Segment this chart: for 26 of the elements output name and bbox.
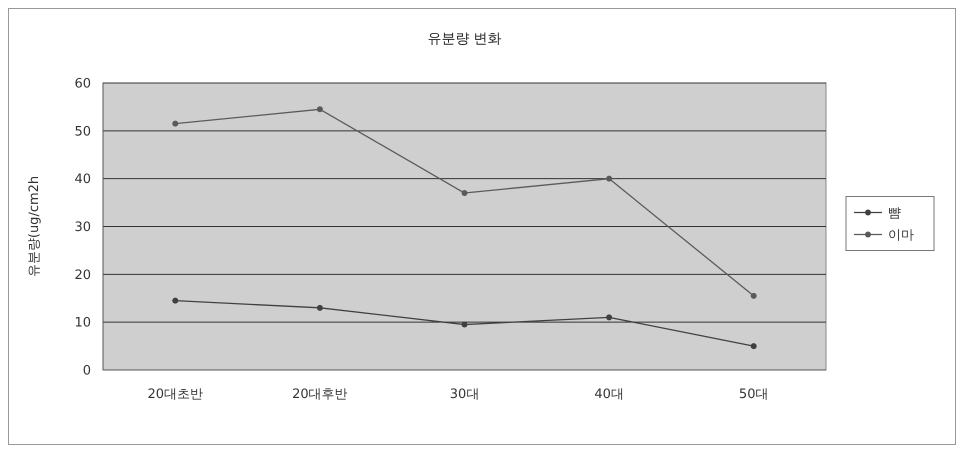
chart-title: 유분량 변화: [427, 31, 502, 47]
point: [172, 120, 178, 127]
point: [316, 106, 323, 112]
y-tick-label: 50: [74, 124, 91, 140]
legend-label: 이마: [888, 228, 914, 244]
point: [750, 343, 757, 350]
x-tick-label: 20대후반: [292, 387, 348, 402]
x-tick-label: 50대: [738, 387, 768, 402]
point: [316, 304, 323, 311]
point: [172, 298, 178, 304]
point: [462, 322, 468, 328]
y-tick-label: 0: [82, 364, 91, 379]
point: [606, 314, 612, 320]
y-tick-label: 60: [74, 76, 91, 92]
y-tick-label: 40: [74, 172, 91, 188]
point: [462, 190, 468, 196]
y-axis-title: 유분량(ug/cm2h: [27, 176, 42, 278]
x-tick-label: 30대: [450, 387, 480, 402]
y-tick-label: 30: [74, 220, 91, 236]
legend-label: 뺨: [888, 206, 901, 222]
point: [606, 176, 612, 182]
x-tick-label: 40대: [594, 387, 624, 402]
y-tick-label: 10: [74, 316, 91, 331]
point: [750, 292, 757, 299]
y-tick-label: 20: [74, 268, 91, 283]
x-tick-label: 20대초반: [148, 387, 204, 402]
